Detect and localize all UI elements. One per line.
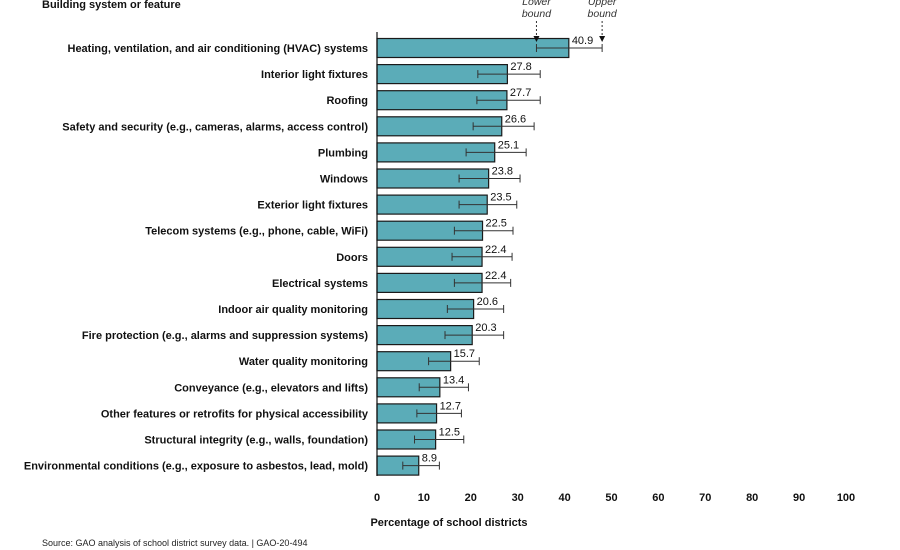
value-label: 40.9 [572, 35, 593, 47]
x-tick-label: 100 [837, 492, 855, 504]
category-label: Structural integrity (e.g., walls, found… [144, 435, 368, 447]
chart-header: Building system or feature [42, 0, 181, 11]
category-label: Interior light fixtures [261, 69, 368, 81]
category-label: Windows [320, 174, 368, 186]
category-label: Exterior light fixtures [257, 200, 368, 212]
value-label: 22.5 [486, 218, 507, 230]
x-tick-label: 30 [512, 492, 524, 504]
value-label: 20.6 [477, 296, 498, 308]
x-tick-label: 90 [793, 492, 805, 504]
category-label: Environmental conditions (e.g., exposure… [24, 461, 368, 473]
category-label: Conveyance (e.g., elevators and lifts) [174, 382, 368, 394]
value-label: 26.6 [505, 113, 526, 125]
bound-annotations: Lower bound Upper bound [522, 0, 618, 42]
bars-layer: Heating, ventilation, and air conditioni… [24, 35, 603, 476]
category-label: Electrical systems [272, 278, 368, 290]
x-tick-label: 40 [558, 492, 570, 504]
value-label: 22.4 [485, 270, 506, 282]
category-label: Heating, ventilation, and air conditioni… [68, 43, 369, 55]
x-tick-label: 50 [605, 492, 617, 504]
x-tick-label: 80 [746, 492, 758, 504]
pointer-arrow-icon [533, 36, 540, 42]
x-tick-label: 60 [652, 492, 664, 504]
value-label: 12.5 [439, 427, 460, 439]
category-label: Fire protection (e.g., alarms and suppre… [82, 330, 368, 342]
upper-bound-label: Upper bound [588, 0, 618, 20]
value-label: 23.5 [490, 192, 511, 204]
x-tick-label: 0 [374, 492, 380, 504]
value-label: 8.9 [422, 453, 437, 465]
category-label: Indoor air quality monitoring [218, 304, 368, 316]
category-label: Safety and security (e.g., cameras, alar… [62, 121, 368, 133]
value-label: 27.7 [510, 87, 531, 99]
category-label: Roofing [326, 95, 368, 107]
x-axis-ticks: 0 10 20 30 40 50 60 70 80 90 100 [374, 492, 855, 504]
value-label: 12.7 [440, 400, 461, 412]
category-label: Telecom systems (e.g., phone, cable, WiF… [145, 226, 368, 238]
value-label: 23.8 [492, 166, 513, 178]
lower-bound-label: Lower bound [522, 0, 552, 20]
category-label: Water quality monitoring [239, 356, 368, 368]
category-label: Plumbing [318, 147, 368, 159]
value-label: 15.7 [454, 348, 475, 360]
source-note: Source: GAO analysis of school district … [42, 538, 308, 548]
x-axis-title: Percentage of school districts [370, 517, 527, 529]
value-label: 13.4 [443, 374, 464, 386]
pointer-arrow-icon [599, 36, 606, 42]
value-label: 20.3 [475, 322, 496, 334]
value-label: 22.4 [485, 244, 506, 256]
category-label: Doors [336, 252, 368, 264]
value-label: 27.8 [510, 61, 531, 73]
category-label: Other features or retrofits for physical… [101, 408, 369, 420]
x-tick-label: 20 [465, 492, 477, 504]
x-tick-label: 10 [418, 492, 430, 504]
x-tick-label: 70 [699, 492, 711, 504]
value-label: 25.1 [498, 139, 519, 151]
